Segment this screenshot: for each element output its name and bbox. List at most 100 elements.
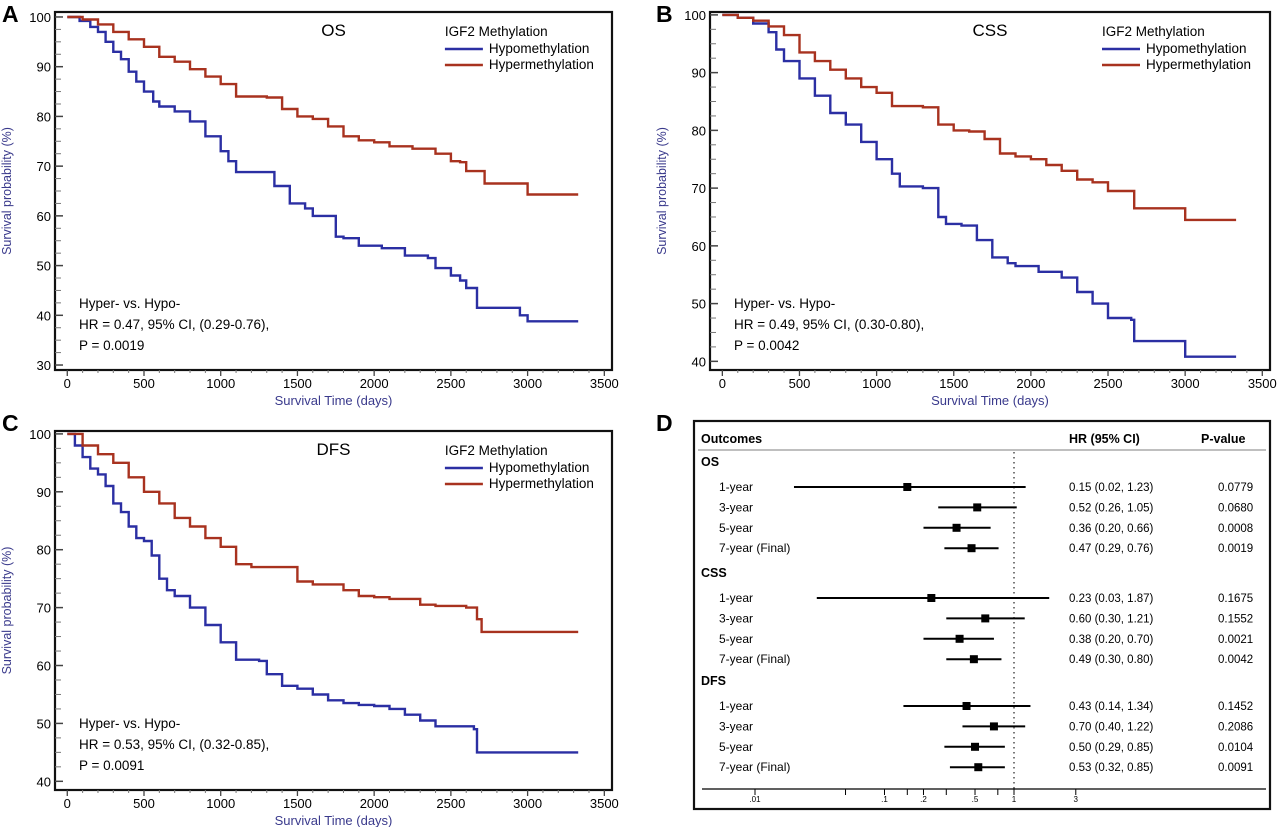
hr-ci-value: 0.38 (0.20, 0.70) xyxy=(1069,634,1154,646)
p-value: 0.1452 xyxy=(1218,701,1253,713)
hr-ci-value: 0.52 (0.26, 1.05) xyxy=(1069,502,1154,514)
series-line-hypomethylation xyxy=(67,15,579,323)
header-hr: HR (95% CI) xyxy=(1069,432,1140,446)
annotation-line: HR = 0.47, 95% CI, (0.29-0.76), xyxy=(79,317,269,332)
row-label: 1-year xyxy=(719,699,753,713)
hr-point xyxy=(955,634,964,643)
annotation-line: P = 0.0019 xyxy=(79,338,144,353)
p-value: 0.0042 xyxy=(1218,654,1253,666)
p-value: 0.1552 xyxy=(1218,613,1253,625)
row-label: 7-year (Final) xyxy=(719,652,790,666)
y-tick-label: 90 xyxy=(37,485,51,500)
row-label: 1-year xyxy=(719,480,753,494)
x-tick-label: 1000 xyxy=(206,376,235,391)
y-tick-label: 50 xyxy=(37,716,51,731)
y-tick-label: 30 xyxy=(37,358,51,373)
series-line-hypomethylation xyxy=(67,432,579,754)
x-tick-label: 3000 xyxy=(513,376,542,391)
hr-ci-value: 0.15 (0.02, 1.23) xyxy=(1069,482,1154,494)
x-tick-label: 1500 xyxy=(939,376,968,391)
hr-point xyxy=(903,483,912,491)
x-tick-label: 2000 xyxy=(360,796,389,811)
p-value: 0.2086 xyxy=(1218,721,1253,733)
x-tick-label: 500 xyxy=(133,796,155,811)
hr-point xyxy=(952,523,961,532)
y-tick-label: 80 xyxy=(37,543,51,558)
row-label: 3-year xyxy=(719,611,753,625)
hr-ci-value: 0.49 (0.30, 0.80) xyxy=(1069,654,1154,666)
y-tick-label: 70 xyxy=(37,159,51,174)
panel-letter-a: A xyxy=(2,1,19,27)
forest-x-tick-label: 1 xyxy=(1012,795,1017,804)
legend-entry: Hypermethylation xyxy=(489,476,594,491)
p-value: 0.0019 xyxy=(1218,543,1253,555)
x-axis-label: Survival Time (days) xyxy=(275,393,393,408)
panel-letter-b: B xyxy=(656,1,673,27)
legend-entry: Hypomethylation xyxy=(489,41,590,56)
x-tick-label: 2500 xyxy=(1094,376,1123,391)
panel-letter-c: C xyxy=(2,410,19,436)
row-label: 7-year (Final) xyxy=(719,541,790,555)
y-tick-label: 90 xyxy=(37,60,51,75)
hr-point xyxy=(989,722,998,731)
y-tick-label: 40 xyxy=(692,354,706,369)
x-tick-label: 3500 xyxy=(1248,376,1277,391)
legend-entry: Hypomethylation xyxy=(489,460,590,475)
x-tick-label: 0 xyxy=(719,376,726,391)
x-tick-label: 0 xyxy=(64,796,71,811)
hr-ci-value: 0.70 (0.40, 1.22) xyxy=(1069,721,1154,733)
x-tick-label: 1000 xyxy=(206,796,235,811)
plot-frame xyxy=(53,429,614,792)
hr-ci-value: 0.36 (0.20, 0.66) xyxy=(1069,523,1154,535)
plot-frame xyxy=(708,10,1272,372)
x-tick-label: 1500 xyxy=(283,376,312,391)
group-label: CSS xyxy=(701,566,727,580)
p-value: 0.0091 xyxy=(1218,762,1253,774)
p-value: 0.0680 xyxy=(1218,502,1253,514)
y-tick-label: 90 xyxy=(692,66,706,81)
p-value: 0.1675 xyxy=(1218,593,1253,605)
legend-entry: Hypermethylation xyxy=(489,57,594,72)
row-label: 7-year (Final) xyxy=(719,760,790,774)
annotation-line: Hyper- vs. Hypo- xyxy=(79,296,180,311)
hr-ci-value: 0.53 (0.32, 0.85) xyxy=(1069,762,1154,774)
row-label: 3-year xyxy=(719,719,753,733)
y-tick-label: 80 xyxy=(692,123,706,138)
row-label: 3-year xyxy=(719,500,753,514)
y-tick-label: 100 xyxy=(684,8,706,23)
x-tick-label: 2000 xyxy=(1016,376,1045,391)
y-tick-label: 100 xyxy=(29,10,51,25)
hr-point xyxy=(969,655,978,664)
chart-title: CSS xyxy=(973,21,1008,40)
x-tick-label: 3500 xyxy=(590,376,619,391)
panel-letter-d: D xyxy=(656,410,673,436)
header-outcomes: Outcomes xyxy=(701,432,762,446)
annotation-line: Hyper- vs. Hypo- xyxy=(734,296,835,311)
hr-point xyxy=(974,763,983,772)
series-line-hypermethylation xyxy=(67,15,579,196)
y-axis-label: Survival probability (%) xyxy=(0,127,14,255)
forest-x-tick-label: .1 xyxy=(881,795,888,804)
y-tick-label: 70 xyxy=(692,181,706,196)
annotation-line: HR = 0.49, 95% CI, (0.30-0.80), xyxy=(734,317,924,332)
forest-x-tick-label: .01 xyxy=(749,795,761,804)
row-label: 1-year xyxy=(719,591,753,605)
x-tick-label: 2500 xyxy=(436,796,465,811)
forest-x-tick-label: .2 xyxy=(920,795,927,804)
y-tick-label: 50 xyxy=(692,297,706,312)
annotation-line: Hyper- vs. Hypo- xyxy=(79,716,180,731)
x-tick-label: 3000 xyxy=(513,796,542,811)
p-value: 0.0021 xyxy=(1218,634,1253,646)
legend-title: IGF2 Methylation xyxy=(1102,24,1205,39)
annotation-line: HR = 0.53, 95% CI, (0.32-0.85), xyxy=(79,737,269,752)
x-tick-label: 2000 xyxy=(360,376,389,391)
forest-x-tick-label: 3 xyxy=(1074,795,1079,804)
group-label: DFS xyxy=(701,674,726,688)
y-axis-label: Survival probability (%) xyxy=(655,127,669,255)
forest-x-tick-label: .5 xyxy=(972,795,979,804)
row-label: 5-year xyxy=(719,740,753,754)
legend-entry: Hypermethylation xyxy=(1146,57,1251,72)
